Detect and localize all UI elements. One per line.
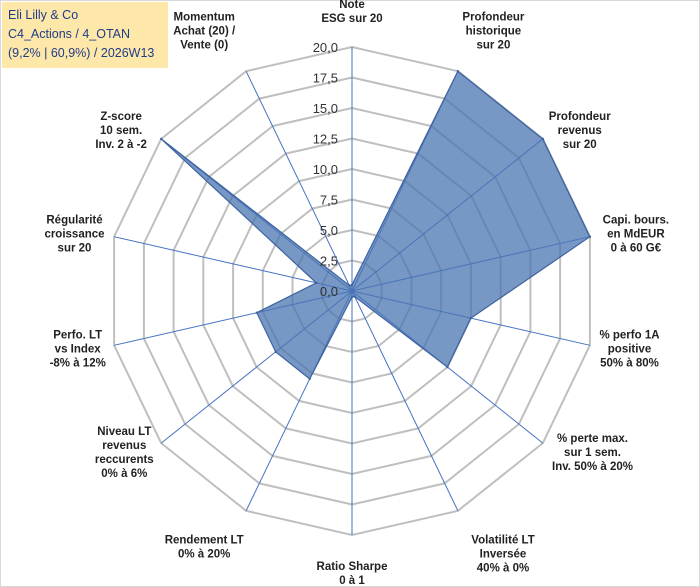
axis-label-4-line-1: positive [608, 343, 651, 355]
axis-label-0: Note ESG sur 20 [321, 0, 382, 25]
tick-label-3: 7,5 [320, 193, 338, 208]
data-point-9 [274, 350, 277, 354]
axis-label-6-line-0: Volatilité LT [471, 535, 534, 547]
axis-label-11-line-0: Régularité [46, 215, 102, 227]
data-point-4 [469, 316, 473, 320]
axis-label-12: Z-score 10 sem. Inv. 2 à -2 [95, 111, 147, 151]
axis-label-11-line-2: sur 20 [58, 243, 92, 255]
axis-label-11-line-1: croissance [44, 229, 104, 241]
data-point-0 [350, 283, 354, 287]
axis-label-12-line-0: Z-score [100, 111, 142, 123]
axis-label-1: Profondeur historique sur 20 [462, 11, 524, 51]
axis-label-8-line-0: Rendement LT [165, 535, 244, 547]
data-point-3 [588, 235, 592, 238]
axis-label-3: Capi. bours. en MdEUR 0 à 60 G€ [603, 215, 669, 255]
axis-label-2: Profondeur revenus sur 20 [549, 111, 611, 151]
axis-label-6-line-1: Inversée [480, 549, 527, 561]
axis-label-8: Rendement LT 0% à 20% [165, 535, 244, 561]
axis-label-2-line-2: sur 20 [563, 139, 597, 151]
axis-label-1-line-2: sur 20 [476, 39, 510, 51]
axis-label-11: Régularité croissance sur 20 [44, 215, 104, 255]
axis-label-1-line-0: Profondeur [462, 11, 524, 23]
axis-line-6 [351, 290, 459, 512]
data-point-13 [348, 284, 351, 287]
axis-line-11 [113, 236, 353, 292]
tick-label-4: 10,0 [313, 162, 338, 177]
axis-label-9: Niveau LT revenus reccurents 0% à 6% [95, 426, 154, 480]
data-point-7 [350, 295, 354, 299]
series [160, 70, 592, 381]
stats-label: (9,2% | 60,9%) / 2026W13 [8, 46, 155, 60]
axis-label-7-line-0: Ratio Sharpe [317, 561, 388, 573]
axis-label-12-line-1: 10 sem. [100, 125, 142, 137]
axis-label-9-line-0: Niveau LT [97, 426, 151, 438]
axis-label-13-line-1: Achat (20) / [173, 25, 236, 37]
data-point-6 [353, 295, 356, 298]
series-area-0 [160, 70, 591, 380]
axis-label-2-line-1: revenus [558, 125, 602, 137]
tick-label-7: 17,5 [313, 71, 338, 86]
axis-label-4-line-0: % perfo 1A [599, 329, 659, 341]
axis-label-6: Volatilité LT Inversée 40% à 0% [471, 535, 534, 575]
axis-label-10: Perfo. LT vs Index -8% à 12% [50, 329, 106, 369]
axis-label-0-line-0: Note [339, 0, 365, 11]
axis-label-5-line-2: Inv. 50% à 20% [552, 461, 633, 473]
axis-label-5-line-0: % perte max. [557, 433, 628, 445]
axis-label-9-line-2: reccurents [95, 454, 154, 466]
axis-label-1-line-1: historique [466, 25, 522, 37]
axis-label-7-line-1: 0 à 1 [339, 575, 365, 587]
axis-label-3-line-2: 0 à 60 G€ [611, 243, 662, 255]
tick-label-8: 20,0 [313, 40, 338, 55]
axis-label-9-line-3: 0% à 6% [101, 468, 147, 480]
data-point-5 [446, 365, 449, 369]
axis-label-5: % perte max. sur 1 sem. Inv. 50% à 20% [552, 433, 633, 473]
axis-label-5-line-1: sur 1 sem. [564, 447, 621, 459]
axis-label-0-line-1: ESG sur 20 [321, 13, 382, 25]
axis-labels: Note ESG sur 20 Profondeur historique sur 20… [44, 0, 669, 587]
axis-label-13-line-0: Momentum [174, 11, 235, 23]
company-name: Eli Lilly & Co [8, 8, 79, 22]
info-box: Eli Lilly & Co C4_Actions / 4_OTAN (9,2%… [2, 2, 168, 68]
axis-label-4: % perfo 1A positive 50% à 80% [599, 329, 659, 369]
data-point-1 [456, 70, 460, 73]
axis-label-9-line-1: revenus [102, 440, 146, 452]
axis-label-10-line-1: vs Index [55, 343, 102, 355]
axis-label-3-line-0: Capi. bours. [603, 215, 669, 227]
data-point-12 [160, 137, 163, 141]
tick-label-1: 2,5 [320, 254, 338, 269]
tick-label-5: 12,5 [313, 132, 338, 147]
axis-label-10-line-0: Perfo. LT [53, 329, 102, 341]
data-point-11 [315, 281, 318, 285]
axis-label-2-line-0: Profondeur [549, 111, 611, 123]
data-point-8 [308, 377, 311, 381]
data-point-2 [541, 137, 544, 141]
tick-label-2: 5,0 [320, 223, 338, 238]
axis-label-6-line-2: 40% à 0% [477, 563, 529, 575]
portfolio-label: C4_Actions / 4_OTAN [8, 27, 131, 41]
axis-label-10-line-2: -8% à 12% [50, 357, 106, 369]
axis-line-13 [245, 70, 353, 292]
axis-label-13: Momentum Achat (20) / Vente (0) [173, 11, 236, 51]
axis-label-7: Ratio Sharpe 0 à 1 [317, 561, 388, 587]
tick-label-0: 0,0 [320, 284, 338, 299]
tick-label-6: 15,0 [313, 101, 338, 116]
data-point-10 [255, 311, 258, 314]
axis-label-4-line-2: 50% à 80% [600, 357, 659, 369]
tick-labels: 0,0 2,5 5,0 7,5 10,0 12,5 15,0 17,5 20,0 [313, 40, 338, 299]
axis-label-12-line-2: Inv. 2 à -2 [95, 139, 147, 151]
axis-label-3-line-1: en MdEUR [607, 229, 665, 241]
axis-label-8-line-1: 0% à 20% [178, 549, 230, 561]
axis-label-13-line-2: Vente (0) [180, 39, 228, 51]
